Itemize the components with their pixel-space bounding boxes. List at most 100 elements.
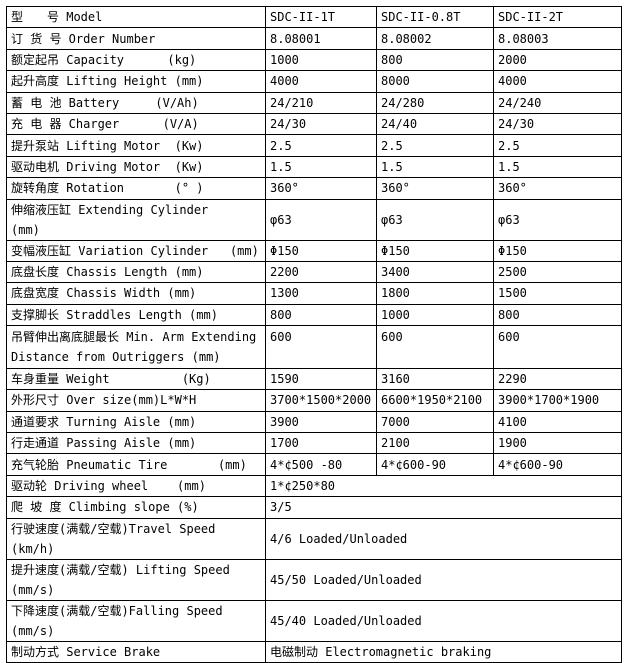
spec-value-cell: 4100	[493, 410, 622, 434]
table-row: 通道要求 Turning Aisle (mm) 3900 7000 4100	[6, 410, 622, 434]
spec-value-cell: 1000	[376, 303, 494, 327]
table-row: 充气轮胎 Pneumatic Tire (mm) 4*¢500 -80 4*¢600…	[6, 453, 622, 476]
spec-value-cell: 1700	[265, 432, 377, 455]
spec-value-cell: 1500	[493, 282, 622, 305]
spec-value-cell: 4*¢500 -80	[265, 453, 377, 476]
row-label: 底盘宽度 Chassis Width (mm)	[6, 282, 266, 305]
spec-value-cell: 2500	[493, 260, 622, 284]
row-label: 提升泵站 Lifting Motor (Kw)	[6, 134, 266, 157]
spec-value-cell: 3400	[376, 260, 494, 284]
table-row: 底盘长度 Chassis Length (mm) 2200 3400 2500	[6, 260, 622, 284]
spec-value-cell: Φ150	[493, 239, 622, 262]
row-label: 爬 坡 度 Climbing slope (%)	[6, 496, 266, 519]
spec-value-cell-span: 4/6 Loaded/Unloaded	[265, 517, 622, 560]
row-label: 变幅液压缸 Variation Cylinder (mm)	[6, 239, 266, 262]
spec-value-cell: 3160	[376, 367, 494, 391]
table-row: 车身重量 Weight (Kg) 1590 3160 2290	[6, 367, 622, 391]
table-row: 吊臂伸出离底腿最长 Min. Arm Extending Distance fr…	[6, 325, 622, 369]
spec-value-cell: 1300	[265, 282, 377, 305]
table-row: 行驶速度(满载/空载)Travel Speed (km/h) 4/6 Loaded…	[6, 517, 622, 560]
spec-value-cell: 2.5	[493, 134, 622, 157]
row-label: 旋转角度 Rotation (° )	[6, 177, 266, 200]
spec-table-body: 型 号 Model SDC-II-1T SDC-II-0.8T SDC-II-2T 订 …	[6, 5, 622, 663]
spec-value-cell: 800	[376, 48, 494, 72]
table-row: 外形尺寸 Over size(mm)L*W*H 3700*1500*2000 660…	[6, 389, 622, 412]
spec-value-cell: 3900*1700*1900	[493, 389, 622, 412]
spec-value-cell: 1900	[493, 432, 622, 455]
spec-value-cell: 4000	[493, 70, 622, 93]
row-label: 充气轮胎 Pneumatic Tire (mm)	[6, 453, 266, 476]
spec-value-cell-span: 1*¢250*80	[265, 474, 622, 498]
spec-sheet: 型 号 Model SDC-II-1T SDC-II-0.8T SDC-II-2T 订 …	[6, 5, 622, 663]
spec-value-cell: 1000	[265, 48, 377, 72]
spec-value-cell: φ63	[376, 198, 494, 241]
spec-value-cell: 4*¢600-90	[493, 453, 622, 476]
spec-value-cell: SDC-II-0.8T	[376, 5, 494, 29]
spec-value-cell: 2.5	[265, 134, 377, 157]
spec-value-cell: φ63	[493, 198, 622, 241]
spec-value-cell: 8.08003	[493, 27, 622, 50]
row-label: 提升速度(满载/空载) Lifting Speed (mm/s)	[6, 558, 266, 601]
spec-value-cell: Φ150	[376, 239, 494, 262]
row-label: 通道要求 Turning Aisle (mm)	[6, 410, 266, 434]
table-row: 旋转角度 Rotation (° ) 360° 360° 360°	[6, 177, 622, 200]
row-label: 行走通道 Passing Aisle (mm)	[6, 432, 266, 455]
spec-value-cell: 24/210	[265, 91, 377, 114]
table-row: 型 号 Model SDC-II-1T SDC-II-0.8T SDC-II-2T	[6, 5, 622, 29]
table-row: 行走通道 Passing Aisle (mm) 1700 2100 1900	[6, 432, 622, 455]
spec-value-cell: 1.5	[265, 155, 377, 179]
spec-value-cell: 800	[493, 303, 622, 327]
spec-value-cell: 24/30	[265, 112, 377, 136]
spec-value-cell: SDC-II-1T	[265, 5, 377, 29]
spec-value-cell: 3700*1500*2000	[265, 389, 377, 412]
spec-value-cell: 8000	[376, 70, 494, 93]
spec-value-cell: 4000	[265, 70, 377, 93]
table-row: 订 货 号 Order Number 8.08001 8.08002 8.08003	[6, 27, 622, 50]
spec-value-cell: 2100	[376, 432, 494, 455]
row-label: 行驶速度(满载/空载)Travel Speed (km/h)	[6, 517, 266, 560]
spec-value-cell: 2290	[493, 367, 622, 391]
spec-value-cell: 800	[265, 303, 377, 327]
spec-value-cell: 3900	[265, 410, 377, 434]
spec-value-cell: 360°	[376, 177, 494, 200]
spec-value-cell: 600	[376, 325, 494, 369]
row-label: 支撑脚长 Straddles Length (mm)	[6, 303, 266, 327]
spec-value-cell: 24/240	[493, 91, 622, 114]
table-row: 底盘宽度 Chassis Width (mm) 1300 1800 1500	[6, 282, 622, 305]
spec-value-cell-span: 3/5	[265, 496, 622, 519]
spec-value-cell: 2200	[265, 260, 377, 284]
spec-value-cell: 1800	[376, 282, 494, 305]
spec-value-cell: 8.08001	[265, 27, 377, 50]
row-label: 订 货 号 Order Number	[6, 27, 266, 50]
spec-value-cell: 24/40	[376, 112, 494, 136]
row-label: 额定起吊 Capacity (kg)	[6, 48, 266, 72]
row-label: 外形尺寸 Over size(mm)L*W*H	[6, 389, 266, 412]
table-row: 蓄 电 池 Battery (V/Ah) 24/210 24/280 24/240	[6, 91, 622, 114]
spec-value-cell: SDC-II-2T	[493, 5, 622, 29]
table-row: 爬 坡 度 Climbing slope (%) 3/5	[6, 496, 622, 519]
spec-value-cell-span: 45/50 Loaded/Unloaded	[265, 558, 622, 601]
row-label: 制动方式 Service Brake	[6, 640, 266, 663]
row-label: 底盘长度 Chassis Length (mm)	[6, 260, 266, 284]
spec-value-cell: 6600*1950*2100	[376, 389, 494, 412]
spec-value-cell: 7000	[376, 410, 494, 434]
spec-value-cell: 4*¢600-90	[376, 453, 494, 476]
spec-value-cell: 24/280	[376, 91, 494, 114]
row-label: 充 电 器 Charger (V/A)	[6, 112, 266, 136]
spec-value-cell: 24/30	[493, 112, 622, 136]
table-row: 变幅液压缸 Variation Cylinder (mm) Φ150 Φ150 Φ15…	[6, 239, 622, 262]
table-row: 驱动轮 Driving wheel (mm) 1*¢250*80	[6, 474, 622, 498]
table-row: 伸缩液压缸 Extending Cylinder (mm) φ63 φ63 φ63	[6, 198, 622, 241]
spec-value-cell: φ63	[265, 198, 377, 241]
spec-value-cell: 600	[493, 325, 622, 369]
spec-value-cell: 1590	[265, 367, 377, 391]
row-label: 车身重量 Weight (Kg)	[6, 367, 266, 391]
spec-value-cell: 1.5	[493, 155, 622, 179]
spec-value-cell-span: 电磁制动 Electromagnetic braking	[265, 640, 622, 663]
table-row: 充 电 器 Charger (V/A) 24/30 24/40 24/30	[6, 112, 622, 136]
spec-value-cell-span: 45/40 Loaded/Unloaded	[265, 599, 622, 642]
spec-value-cell: 2000	[493, 48, 622, 72]
row-label: 起升高度 Lifting Height (mm)	[6, 70, 266, 93]
row-label: 下降速度(满载/空载)Falling Speed (mm/s)	[6, 599, 266, 642]
table-row: 驱动电机 Driving Motor (Kw) 1.5 1.5 1.5	[6, 155, 622, 179]
